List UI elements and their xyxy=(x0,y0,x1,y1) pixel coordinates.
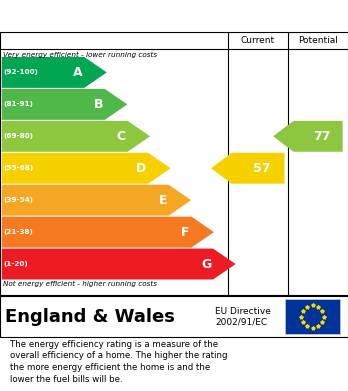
Polygon shape xyxy=(2,185,191,215)
Text: (1-20): (1-20) xyxy=(3,261,28,267)
Polygon shape xyxy=(2,153,171,184)
Polygon shape xyxy=(2,121,150,152)
Bar xyxy=(285,299,340,334)
Polygon shape xyxy=(273,121,343,152)
Polygon shape xyxy=(2,57,107,88)
Text: The energy efficiency rating is a measure of the
overall efficiency of a home. T: The energy efficiency rating is a measur… xyxy=(10,340,228,384)
Text: D: D xyxy=(136,162,147,175)
Text: (39-54): (39-54) xyxy=(3,197,33,203)
Polygon shape xyxy=(2,249,236,280)
Text: Energy Efficiency Rating: Energy Efficiency Rating xyxy=(10,7,239,25)
Text: (55-68): (55-68) xyxy=(3,165,34,171)
Text: 77: 77 xyxy=(313,130,330,143)
Text: B: B xyxy=(94,98,103,111)
Polygon shape xyxy=(2,217,214,248)
Text: Not energy efficient - higher running costs: Not energy efficient - higher running co… xyxy=(3,280,158,287)
Text: (21-38): (21-38) xyxy=(3,229,33,235)
Polygon shape xyxy=(211,153,285,184)
Text: 57: 57 xyxy=(253,162,270,175)
Text: EU Directive
2002/91/EC: EU Directive 2002/91/EC xyxy=(215,307,271,326)
Text: England & Wales: England & Wales xyxy=(5,307,175,325)
Polygon shape xyxy=(2,89,127,120)
Text: (81-91): (81-91) xyxy=(3,101,33,108)
Text: (92-100): (92-100) xyxy=(3,70,38,75)
Text: Current: Current xyxy=(241,36,275,45)
Text: Potential: Potential xyxy=(298,36,338,45)
Text: C: C xyxy=(117,130,126,143)
Text: (69-80): (69-80) xyxy=(3,133,34,139)
Text: Very energy efficient - lower running costs: Very energy efficient - lower running co… xyxy=(3,52,158,58)
Text: G: G xyxy=(201,258,211,271)
Text: E: E xyxy=(158,194,167,207)
Text: A: A xyxy=(73,66,82,79)
Text: F: F xyxy=(181,226,190,239)
